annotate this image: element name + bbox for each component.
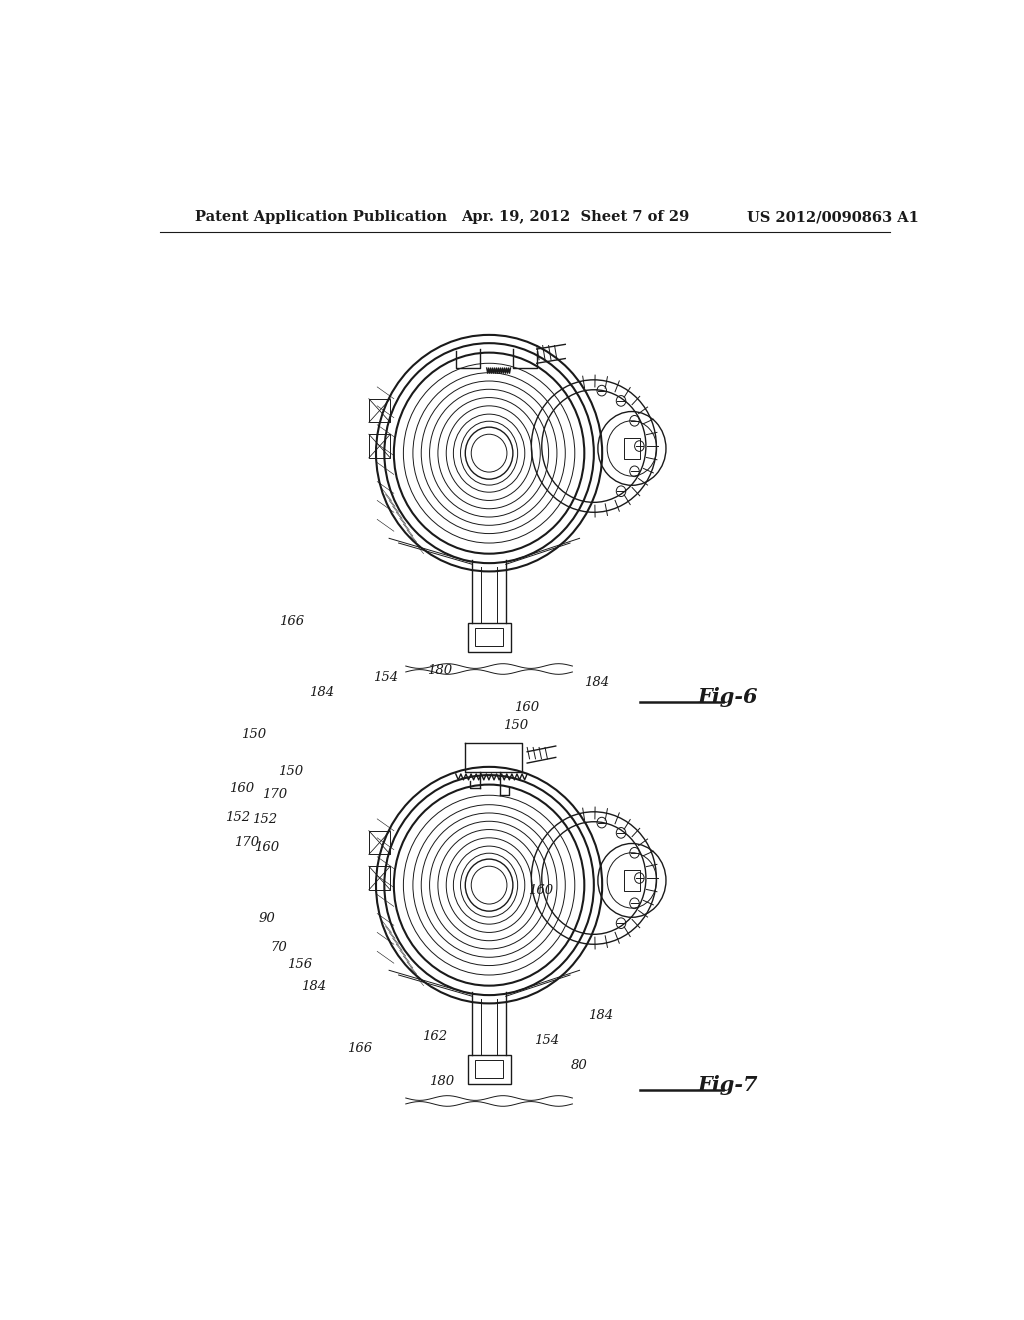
Text: 70: 70 [270, 941, 287, 953]
Text: 170: 170 [234, 836, 260, 849]
Text: 152: 152 [225, 810, 250, 824]
Text: 162: 162 [423, 1030, 447, 1043]
Text: 180: 180 [427, 664, 453, 677]
Text: 160: 160 [229, 781, 254, 795]
Bar [624, 438, 640, 459]
Text: Fig-7: Fig-7 [697, 1076, 759, 1096]
Bar [475, 628, 503, 647]
Bar [369, 866, 390, 890]
Text: 160: 160 [528, 883, 553, 896]
Text: Patent Application Publication: Patent Application Publication [196, 210, 447, 224]
Text: 150: 150 [241, 729, 266, 742]
Text: 166: 166 [279, 615, 304, 628]
Text: 160: 160 [514, 701, 539, 714]
Text: US 2012/0090863 A1: US 2012/0090863 A1 [748, 210, 919, 224]
Bar [369, 830, 390, 854]
Text: 180: 180 [429, 1074, 454, 1088]
Bar [475, 1060, 503, 1078]
Text: 154: 154 [534, 1034, 559, 1047]
Text: 170: 170 [262, 788, 288, 801]
Text: 90: 90 [258, 912, 275, 925]
Text: Fig-6: Fig-6 [697, 688, 759, 708]
Text: 184: 184 [584, 676, 609, 689]
Text: 184: 184 [589, 1008, 613, 1022]
Bar [369, 399, 390, 422]
Text: Apr. 19, 2012  Sheet 7 of 29: Apr. 19, 2012 Sheet 7 of 29 [461, 210, 689, 224]
Text: 154: 154 [374, 672, 398, 684]
Text: 184: 184 [301, 981, 327, 993]
Bar [369, 434, 390, 458]
Text: 166: 166 [347, 1043, 373, 1055]
Text: 152: 152 [252, 813, 278, 825]
Text: 156: 156 [287, 958, 312, 972]
Text: 150: 150 [279, 764, 303, 777]
Text: 160: 160 [254, 841, 280, 854]
Bar [624, 870, 640, 891]
Text: 150: 150 [503, 719, 527, 733]
Text: 80: 80 [570, 1059, 587, 1072]
Text: 184: 184 [309, 685, 334, 698]
